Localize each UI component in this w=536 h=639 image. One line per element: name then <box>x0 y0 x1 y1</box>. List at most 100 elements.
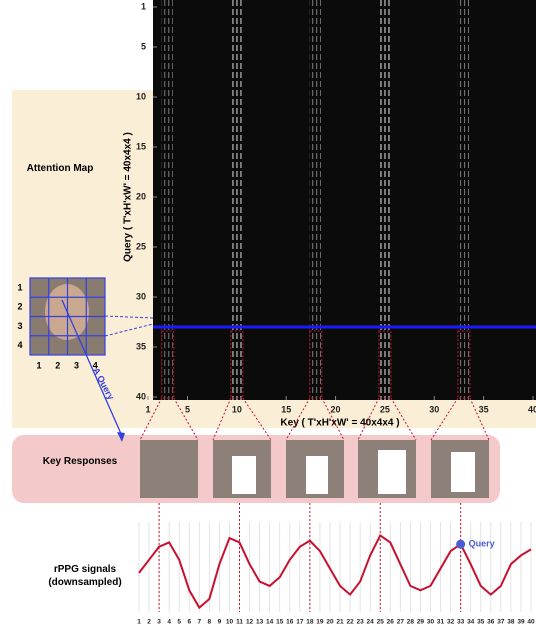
x-tick-label: 30 <box>427 619 435 626</box>
key-image-highlight <box>451 452 475 492</box>
attention-map <box>153 0 536 400</box>
y-tick-label: 30 <box>136 291 146 301</box>
key-image-highlight <box>306 456 328 494</box>
x-tick-label: 36 <box>487 619 495 626</box>
y-tick-label: 25 <box>136 241 146 251</box>
face <box>29 277 154 442</box>
x-tick-label: 29 <box>417 619 425 626</box>
x-tick-label: 19 <box>316 619 324 626</box>
x-tick-label: 10 <box>226 619 234 626</box>
attention-stripe <box>161 0 165 400</box>
x-tick-label: 31 <box>437 619 445 626</box>
y-tick-label: 15 <box>136 141 146 151</box>
attention-stripe <box>234 0 238 400</box>
attention-stripe <box>165 0 169 400</box>
query-point <box>456 539 466 549</box>
key-connector <box>430 397 459 441</box>
key-image-highlight <box>232 456 256 494</box>
x-tick-label: 15 <box>276 619 284 626</box>
y-tick-label: 5 <box>141 41 146 51</box>
x-tick-label: 27 <box>397 619 405 626</box>
attention-stripe <box>461 0 465 400</box>
x-tick-label: 17 <box>296 619 304 626</box>
key-image-highlight <box>378 450 406 494</box>
row-label: 3 <box>17 321 22 331</box>
x-tick-label: 14 <box>266 619 274 626</box>
y-tick-label: 40 <box>136 391 146 401</box>
attention-texture <box>161 0 469 400</box>
x-tick-label: 25 <box>380 404 390 414</box>
x-tick-label: 37 <box>497 619 505 626</box>
x-tick-label: 35 <box>477 619 485 626</box>
key-connector <box>390 397 417 441</box>
x-tick-label: 4 <box>167 619 171 626</box>
x-tick-label: 23 <box>357 619 365 626</box>
x-tick-label: 13 <box>256 619 264 626</box>
y-tick-label: 10 <box>136 91 146 101</box>
x-tick-label: 22 <box>346 619 354 626</box>
x-tick-label: 5 <box>185 404 190 414</box>
x-tick-label: 28 <box>407 619 415 626</box>
key-box <box>309 330 323 399</box>
y-tick-label: 1 <box>141 1 146 11</box>
key-box <box>378 330 392 399</box>
key-image <box>140 440 198 498</box>
x-tick-label: 5 <box>177 619 181 626</box>
x-tick-label: 33 <box>457 619 465 626</box>
col-label: 1 <box>36 360 41 370</box>
x-tick-label: 11 <box>236 619 243 626</box>
x-tick-label: 32 <box>447 619 455 626</box>
key-images <box>140 440 489 498</box>
col-label: 3 <box>74 360 79 370</box>
attention-stripe <box>169 0 173 400</box>
x-tick-label: 2 <box>147 619 151 626</box>
x-tick-label: 9 <box>218 619 222 626</box>
x-tick-label: 15 <box>281 404 291 414</box>
query-point-label: Query <box>469 539 495 549</box>
key-responses-label: Key Responses <box>42 456 118 467</box>
x-tick-label: 25 <box>377 619 385 626</box>
x-tick-label: 6 <box>187 619 191 626</box>
y-axis-label: Query ( T'xH'xW' = 40x4x4 ) <box>123 132 134 262</box>
key-box <box>457 330 471 399</box>
attention-label: Attention Map <box>26 163 94 174</box>
x-tick-label: 10 <box>232 404 242 414</box>
key-connector <box>242 397 272 441</box>
row-label: 1 <box>17 282 22 292</box>
x-tick-label: 3 <box>157 619 161 626</box>
attention-stripe <box>386 0 390 400</box>
x-tick-label: 1 <box>145 404 150 414</box>
attention-stripe <box>230 0 234 400</box>
x-tick-label: 30 <box>429 404 439 414</box>
attention-stripe <box>309 0 313 400</box>
key-box <box>161 330 175 399</box>
key-connector <box>285 397 311 441</box>
x-tick-label: 20 <box>331 404 341 414</box>
x-tick-label: 38 <box>507 619 515 626</box>
row-label: 2 <box>17 302 22 312</box>
x-tick-label: 21 <box>336 619 344 626</box>
col-label: 2 <box>55 360 60 370</box>
key-box <box>230 330 244 399</box>
attention-stripe <box>382 0 386 400</box>
x-tick-label: 40 <box>527 619 535 626</box>
attention-stripe <box>457 0 461 400</box>
attention-stripe <box>465 0 469 400</box>
x-tick-label: 26 <box>387 619 395 626</box>
x-axis-label: Key ( T'xH'xW' = 40x4x4 ) <box>280 418 399 429</box>
x-tick-label: 7 <box>197 619 201 626</box>
x-tick-label: 40 <box>528 404 536 414</box>
x-tick-label: 20 <box>326 619 334 626</box>
attention-stripe <box>313 0 317 400</box>
x-tick-label: 18 <box>306 619 314 626</box>
signal-line <box>138 533 532 610</box>
signal-label: rPPG signals (downsampled) <box>48 564 122 588</box>
attention-stripe <box>317 0 321 400</box>
x-tick-label: 12 <box>246 619 254 626</box>
x-tick-label: 39 <box>517 619 525 626</box>
x-tick-label: 1 <box>137 619 141 626</box>
x-tick-label: 34 <box>467 619 475 626</box>
key-connector <box>173 397 199 441</box>
